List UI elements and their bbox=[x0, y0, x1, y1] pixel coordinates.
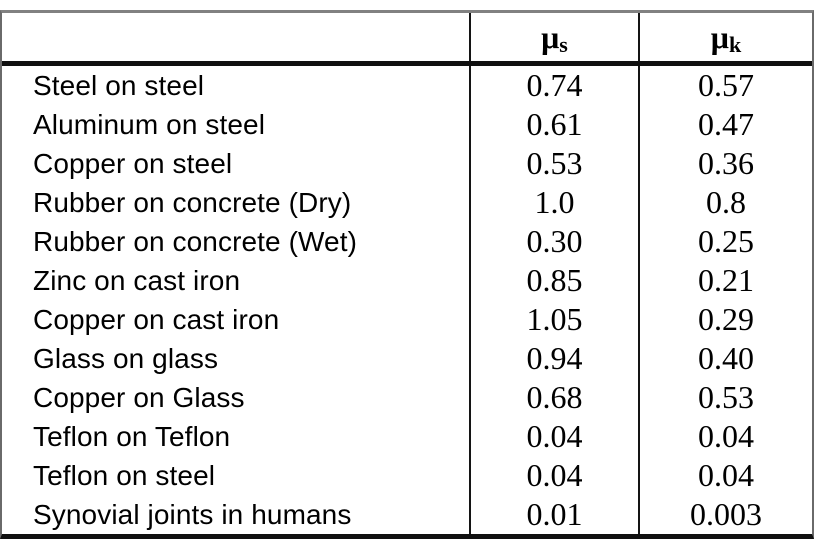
table-row: Rubber on concrete (Dry) 1.0 0.8 bbox=[2, 183, 812, 222]
table-row: Teflon on steel 0.04 0.04 bbox=[2, 456, 812, 495]
mu-k-value: 0.47 bbox=[638, 105, 812, 144]
table-row: Copper on Glass 0.68 0.53 bbox=[2, 378, 812, 417]
table-row: Glass on glass 0.94 0.40 bbox=[2, 339, 812, 378]
mu-s-value: 0.85 bbox=[469, 261, 638, 300]
table-row: Steel on steel 0.74 0.57 bbox=[2, 66, 812, 105]
mu-k-value: 0.8 bbox=[638, 183, 812, 222]
mu-k-value: 0.04 bbox=[638, 417, 812, 456]
mu-s-value: 0.68 bbox=[469, 378, 638, 417]
table-row: Aluminum on steel 0.61 0.47 bbox=[2, 105, 812, 144]
material-label: Copper on cast iron bbox=[33, 303, 280, 335]
material-label: Copper on Glass bbox=[33, 381, 245, 413]
material-label: Synovial joints in humans bbox=[33, 498, 352, 530]
table-row: Synovial joints in humans 0.01 0.003 bbox=[2, 495, 812, 534]
material-label: Rubber on concrete (Wet) bbox=[33, 225, 358, 257]
mu-k-value: 0.29 bbox=[638, 300, 812, 339]
mu-k-value: 0.40 bbox=[638, 339, 812, 378]
table-row: Teflon on Teflon 0.04 0.04 bbox=[2, 417, 812, 456]
material-label: Teflon on steel bbox=[33, 459, 216, 491]
material-label: Copper on steel bbox=[33, 147, 233, 179]
mu-s-value: 0.01 bbox=[469, 495, 638, 534]
material-label: Aluminum on steel bbox=[33, 108, 266, 140]
mu-s-value: 0.74 bbox=[469, 66, 638, 105]
material-label: Teflon on Teflon bbox=[33, 420, 231, 452]
mu-s-symbol: μ bbox=[541, 18, 560, 55]
mu-k-value: 0.53 bbox=[638, 378, 812, 417]
mu-s-value: 1.0 bbox=[469, 183, 638, 222]
table-row: Copper on steel 0.53 0.36 bbox=[2, 144, 812, 183]
mu-k-value: 0.25 bbox=[638, 222, 812, 261]
material-label: Steel on steel bbox=[33, 69, 205, 101]
mu-k-value: 0.003 bbox=[638, 495, 812, 534]
table-row: Copper on cast iron 1.05 0.29 bbox=[2, 300, 812, 339]
mu-s-value: 0.04 bbox=[469, 417, 638, 456]
mu-s-value: 0.30 bbox=[469, 222, 638, 261]
mu-k-value: 0.36 bbox=[638, 144, 812, 183]
material-label: Glass on glass bbox=[33, 342, 219, 374]
mu-s-value: 0.53 bbox=[469, 144, 638, 183]
mu-k-value: 0.04 bbox=[638, 456, 812, 495]
table-row: Zinc on cast iron 0.85 0.21 bbox=[2, 261, 812, 300]
mu-k-symbol: μ bbox=[710, 18, 729, 55]
mu-s-value: 0.04 bbox=[469, 456, 638, 495]
mu-k-value: 0.21 bbox=[638, 261, 812, 300]
mu-s-value: 0.94 bbox=[469, 339, 638, 378]
material-label: Zinc on cast iron bbox=[33, 264, 241, 296]
mu-s-value: 1.05 bbox=[469, 300, 638, 339]
material-label: Rubber on concrete (Dry) bbox=[33, 186, 352, 218]
table-row: Rubber on concrete (Wet) 0.30 0.25 bbox=[2, 222, 812, 261]
material-column-header bbox=[2, 13, 469, 61]
mu-s-value: 0.61 bbox=[469, 105, 638, 144]
mu-k-value: 0.57 bbox=[638, 66, 812, 105]
